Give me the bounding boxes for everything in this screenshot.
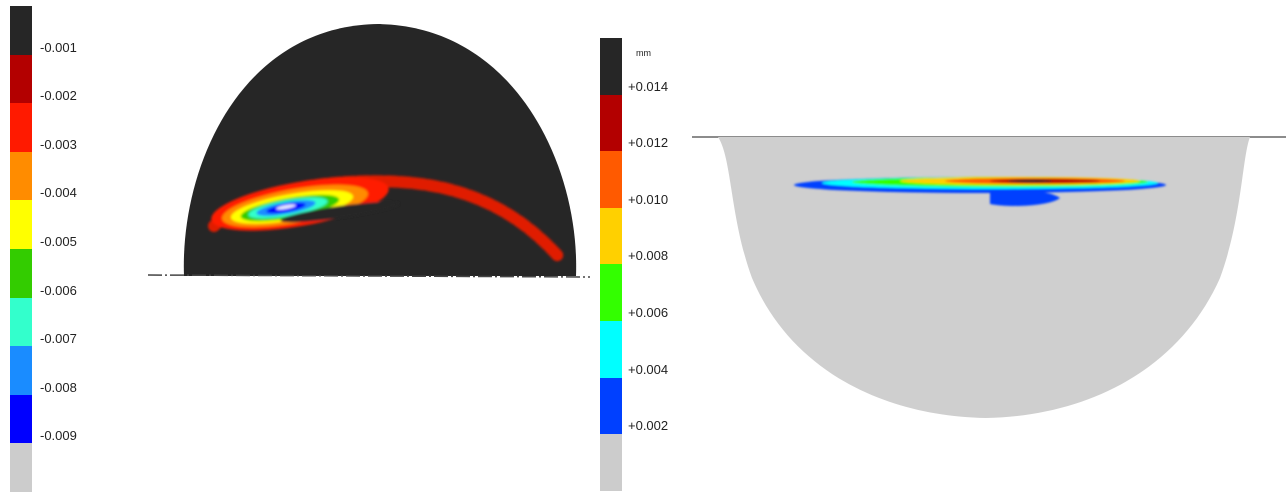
left-legend-label-0: -0.001 [40, 39, 77, 55]
left-legend-label-1: -0.002 [40, 88, 77, 104]
right-legend-swatch-5 [600, 321, 622, 378]
right-legend-label-2: +0.010 [628, 191, 669, 207]
left-legend-label-4: -0.005 [40, 234, 77, 249]
left-color-legend: -0.001 -0.002 -0.003 -0.004 -0.005 -0.006 -0.0… [10, 6, 90, 492]
left-legend-label-7: -0.008 [40, 379, 77, 395]
left-legend-label-5: -0.006 [40, 282, 77, 298]
right-legend-label-4: +0.006 [628, 305, 669, 320]
right-legend-label-5: +0.004 [628, 361, 669, 377]
right-legend-swatch-1 [600, 94, 622, 152]
right-legend-swatch-6 [600, 377, 622, 435]
left-legend-swatch-2 [10, 103, 32, 152]
right-legend-label-1: +0.012 [628, 135, 669, 151]
left-dome-deviation-map [140, 18, 600, 288]
right-legend-unit: mm [636, 48, 651, 58]
left-legend-swatch-3 [10, 151, 32, 201]
section-deviation-band [794, 177, 1166, 206]
right-legend-swatch-2 [600, 151, 622, 208]
left-legend-swatch-1 [10, 54, 32, 104]
right-bowl-section-map [690, 128, 1286, 428]
right-legend-label-0: +0.014 [628, 78, 669, 94]
deviation-band [208, 175, 564, 262]
left-legend-label-6: -0.007 [40, 331, 77, 347]
left-legend-swatch-8 [10, 394, 32, 444]
right-legend-swatch-7 [600, 434, 622, 491]
left-legend-swatch-9 [10, 443, 32, 492]
right-legend-label-3: +0.008 [628, 248, 669, 264]
right-legend-swatch-3 [600, 207, 622, 265]
right-color-legend: +0.014 +0.012 +0.010 +0.008 +0.006 +0.004 +0.0… [600, 38, 690, 491]
left-legend-swatch-4 [10, 200, 32, 249]
left-legend-swatch-5 [10, 249, 32, 298]
left-legend-swatch-7 [10, 346, 32, 395]
dome-baseline [147, 274, 591, 278]
right-legend-swatch-0 [600, 38, 622, 95]
left-legend-label-3: -0.004 [40, 185, 77, 201]
right-legend-label-6: +0.002 [628, 418, 669, 434]
left-legend-label-8: -0.009 [40, 428, 77, 444]
left-legend-label-2: -0.003 [40, 136, 77, 152]
right-legend-swatch-4 [600, 264, 622, 321]
bowl-shape [718, 137, 1250, 418]
left-legend-swatch-0 [10, 6, 32, 55]
left-legend-swatch-6 [10, 297, 32, 347]
dome-shape [183, 24, 577, 276]
